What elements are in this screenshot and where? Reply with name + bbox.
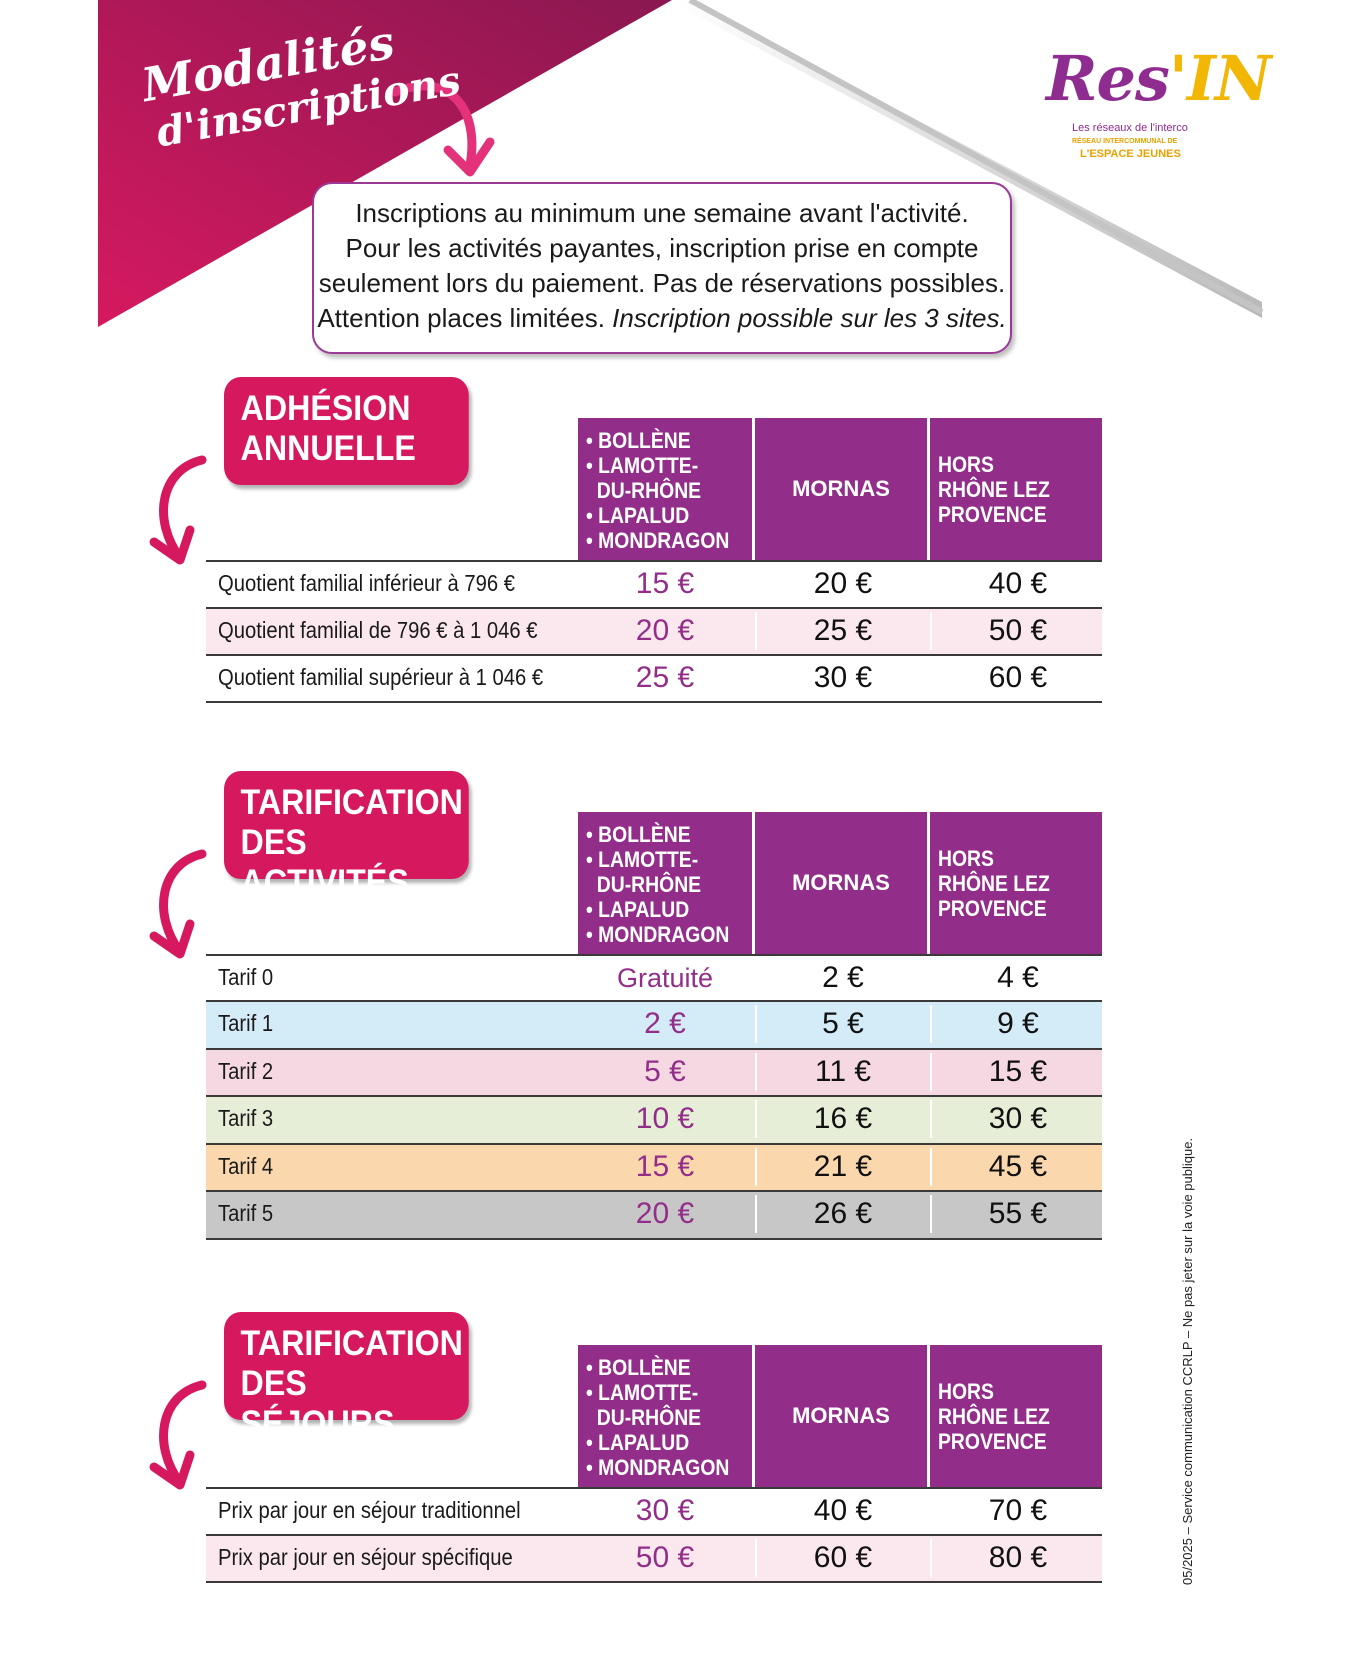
logo-network-line-1: RÉSEAU INTERCOMMUNAL DE <box>1072 138 1178 145</box>
resin-logo: Res'IN Les réseaux de l'interco RÉSEAU I… <box>1046 42 1272 172</box>
section-label-adhesion: ADHÉSION ANNUELLE <box>224 377 469 485</box>
registration-info-box: Inscriptions au minimum une semaine avan… <box>312 182 1012 354</box>
info-line-4: Attention places limitées. Inscription p… <box>317 303 1007 333</box>
info-line-2: Pour les activités payantes, inscription… <box>345 233 979 263</box>
col-header-bollene-group: • BOLLÈNE • LAMOTTE- DU-RHÔNE • LAPALUD … <box>578 812 752 954</box>
section-label-sejours: TARIFICATION DES SÉJOURS <box>224 1312 469 1443</box>
table-row: Quotient familial de 796 € à 1 046 € 20 … <box>206 609 1102 656</box>
logo-tagline: Les réseaux de l'interco <box>1072 122 1188 134</box>
info-line-3: seulement lors du paiement. Pas de réser… <box>318 268 1006 298</box>
hook-arrow-icon <box>149 455 207 565</box>
col-header-bollene-group: • BOLLÈNE • LAMOTTE- DU-RHÔNE • LAPALUD … <box>578 418 752 560</box>
col-header-mornas: MORNAS <box>755 1345 927 1487</box>
table-row: Tarif 3 10 € 16 € 30 € <box>206 1097 1102 1145</box>
table-row: Prix par jour en séjour traditionnel 30 … <box>206 1487 1102 1536</box>
table-row: Tarif 0 Gratuité 2 € 4 € <box>206 954 1102 1002</box>
col-header-hors-rlp: HORS RHÔNE LEZ PROVENCE <box>930 1345 1102 1487</box>
col-header-hors-rlp: HORS RHÔNE LEZ PROVENCE <box>930 418 1102 560</box>
logo-network-line-2: L'ESPACE JEUNES <box>1080 148 1181 160</box>
hook-arrow-icon <box>149 1380 207 1490</box>
info-line-1: Inscriptions au minimum une semaine avan… <box>355 198 969 228</box>
table-row: Tarif 4 15 € 21 € 45 € <box>206 1145 1102 1192</box>
table-row: Quotient familial inférieur à 796 € 15 €… <box>206 560 1102 609</box>
logo-mark: Res'IN <box>1046 42 1272 115</box>
col-header-mornas: MORNAS <box>755 418 927 560</box>
col-header-mornas: MORNAS <box>755 812 927 954</box>
table-row: Tarif 5 20 € 26 € 55 € <box>206 1192 1102 1240</box>
section-label-activites: TARIFICATION DES ACTIVITÉS <box>224 771 469 902</box>
table-row: Tarif 1 2 € 5 € 9 € <box>206 1002 1102 1050</box>
table-row: Quotient familial supérieur à 1 046 € 25… <box>206 656 1102 703</box>
table-row: Tarif 2 5 € 11 € 15 € <box>206 1050 1102 1097</box>
side-legal-note: 05/2025 – Service communication CCRLP – … <box>1180 1137 1195 1585</box>
table-row: Prix par jour en séjour spécifique 50 € … <box>206 1536 1102 1583</box>
hook-arrow-icon <box>149 849 207 959</box>
col-header-bollene-group: • BOLLÈNE • LAMOTTE- DU-RHÔNE • LAPALUD … <box>578 1345 752 1487</box>
col-header-hors-rlp: HORS RHÔNE LEZ PROVENCE <box>930 812 1102 954</box>
